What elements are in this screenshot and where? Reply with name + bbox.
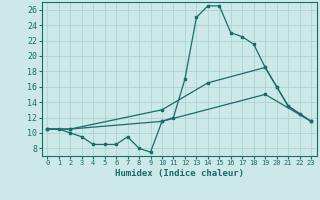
X-axis label: Humidex (Indice chaleur): Humidex (Indice chaleur): [115, 169, 244, 178]
